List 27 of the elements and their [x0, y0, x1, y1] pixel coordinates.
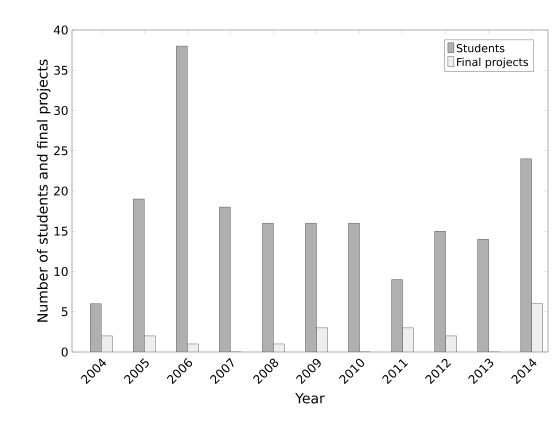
- bar: [133, 198, 145, 352]
- y-tick-label: 5: [62, 307, 68, 316]
- bar: [90, 304, 102, 352]
- legend-label: Students: [456, 44, 504, 52]
- bar: [144, 336, 156, 352]
- y-tick-label: 40: [54, 25, 68, 35]
- y-tick-label: 20: [54, 186, 68, 196]
- y-tick-label: 0: [62, 347, 68, 357]
- bar: [391, 279, 403, 352]
- y-axis-title: Number of students and final projects: [36, 60, 50, 322]
- y-tick-label: 10: [54, 266, 68, 276]
- bar: [262, 223, 274, 352]
- bar: [531, 304, 543, 352]
- bar: [348, 223, 360, 352]
- bar: [305, 223, 317, 352]
- y-tick-label: 15: [54, 226, 68, 236]
- bar: [219, 206, 231, 352]
- legend-label: Final projects: [457, 58, 528, 68]
- y-tick-label: 35: [54, 66, 68, 75]
- bar: [477, 239, 489, 352]
- bar: [520, 158, 532, 352]
- bar: [434, 231, 446, 352]
- bar: [101, 336, 112, 352]
- y-tick-label: 30: [54, 106, 68, 116]
- bar: [176, 46, 188, 352]
- x-axis-title: Year: [295, 393, 325, 404]
- y-tick-label: 25: [54, 146, 68, 156]
